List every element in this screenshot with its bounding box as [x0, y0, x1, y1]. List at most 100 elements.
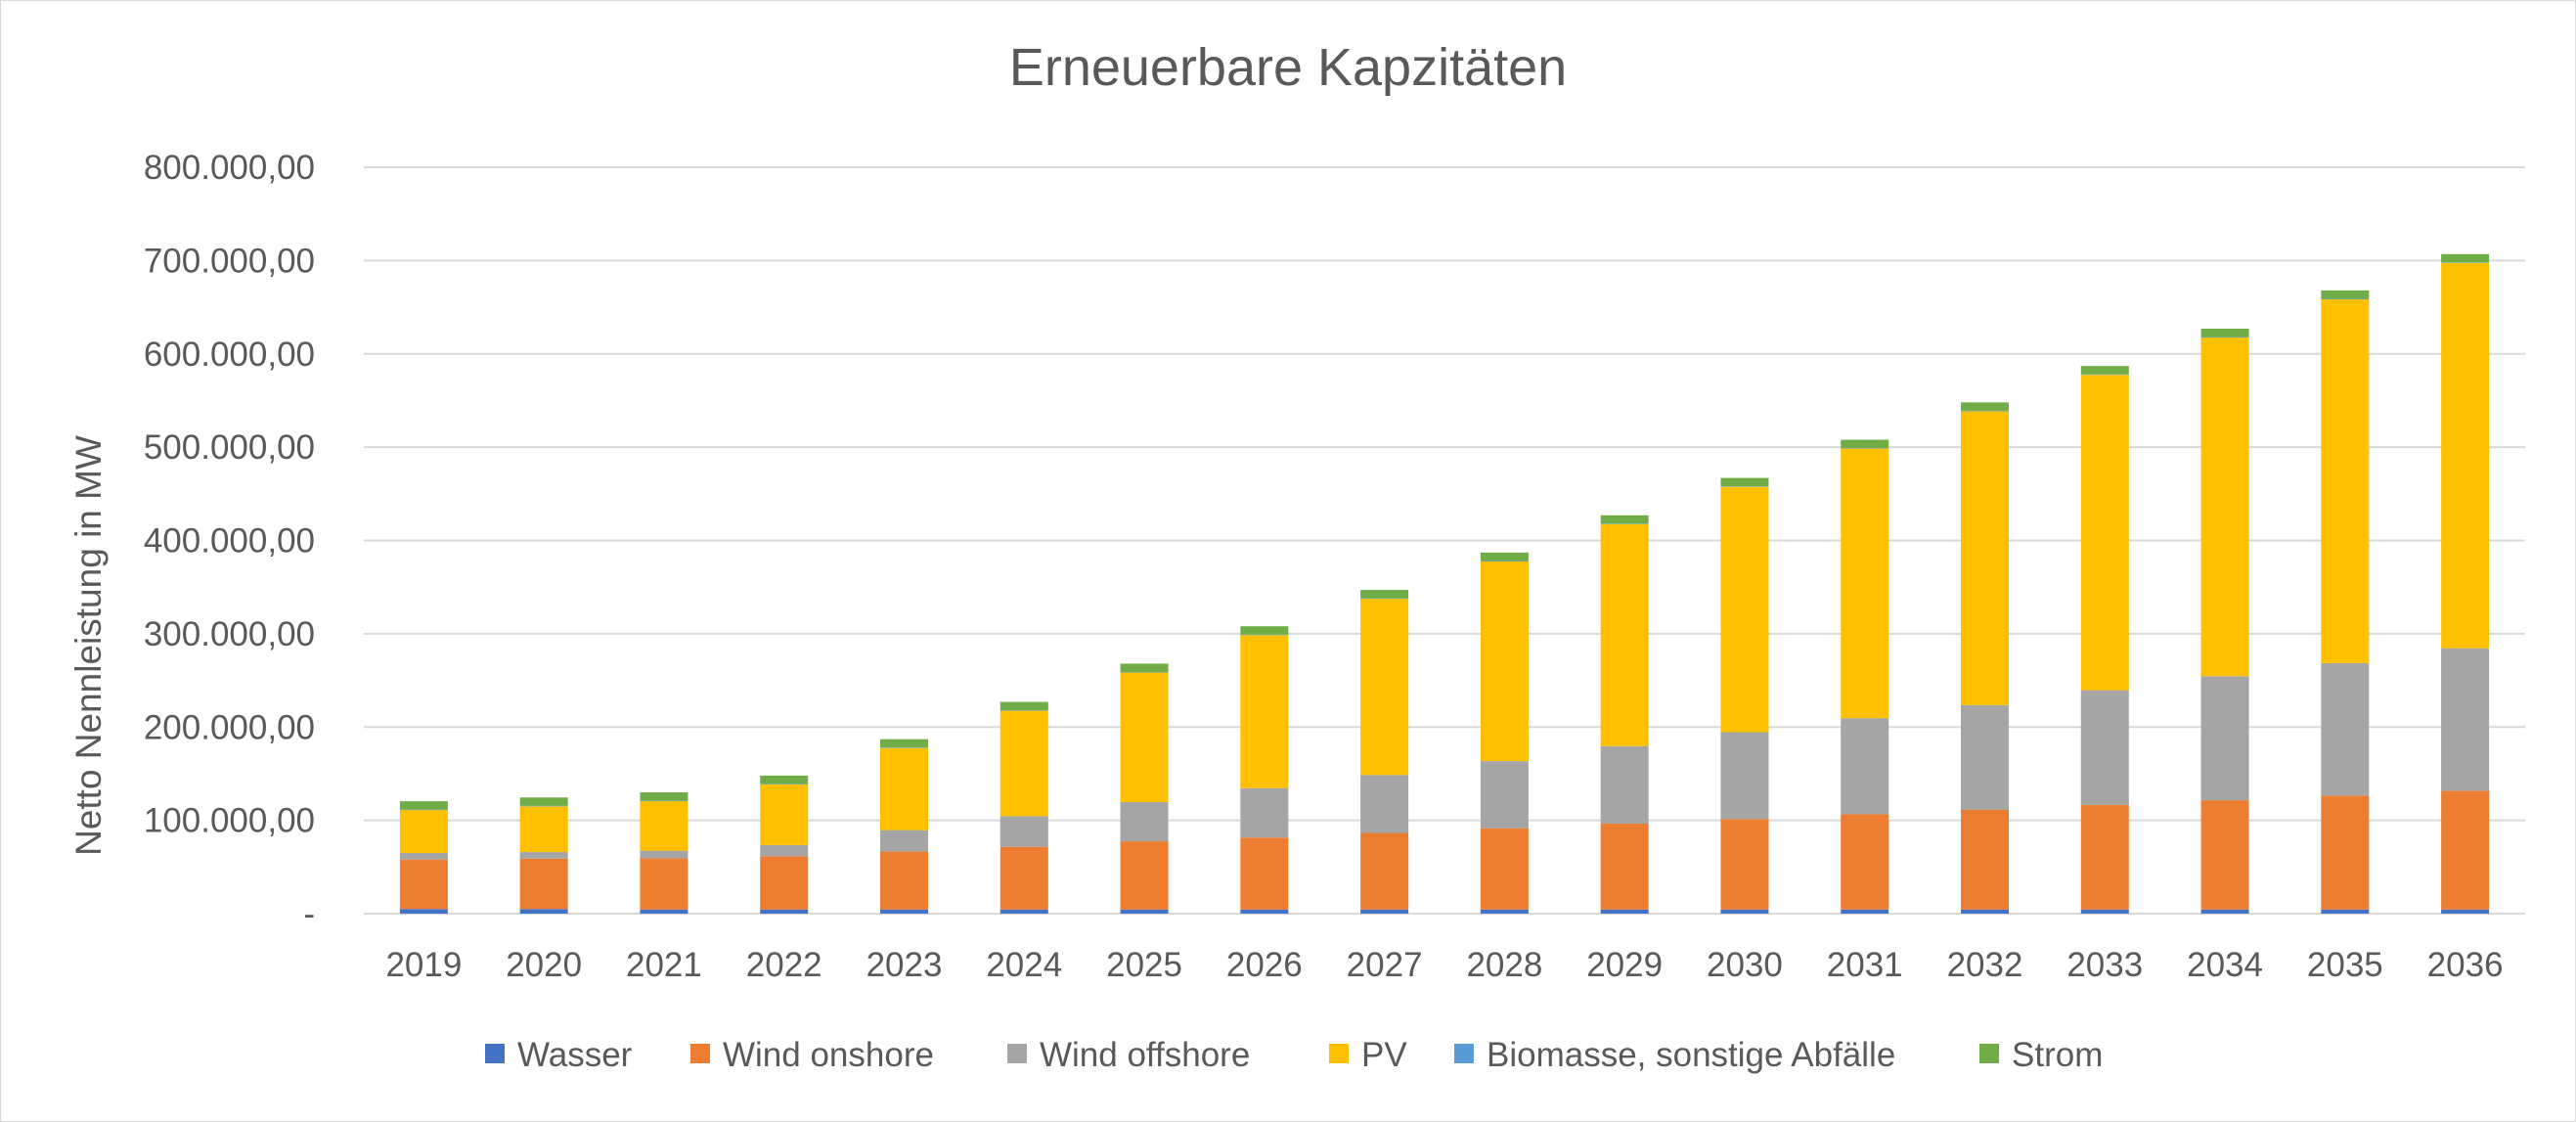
legend-label: Biomasse, sonstige Abfälle [1487, 1036, 1895, 1074]
legend-swatch [1007, 1044, 1027, 1063]
y-tick-label: 800.000,00 [144, 149, 315, 187]
legend-label: PV [1361, 1036, 1407, 1074]
bar-stack-2036 [2441, 253, 2490, 914]
bar-segment [1120, 672, 1169, 803]
bar-segment [1360, 832, 1409, 910]
x-tick-label: 2028 [1466, 946, 1542, 984]
bar-segment [1240, 626, 1289, 635]
x-tick-label: 2031 [1827, 946, 1903, 984]
legend-label: Strom [2012, 1036, 2103, 1074]
y-tick-label: 100.000,00 [144, 802, 315, 840]
bar-segment [2321, 290, 2370, 299]
y-tick-label: 400.000,00 [144, 522, 315, 561]
x-tick-label: 2035 [2307, 946, 2383, 984]
bar-stack-2034 [2200, 328, 2249, 914]
bar-segment [2200, 337, 2249, 677]
bar-segment [399, 853, 448, 860]
x-tick-label: 2027 [1347, 946, 1423, 984]
x-tick-label: 2034 [2187, 946, 2263, 984]
bar-stack-2020 [519, 797, 568, 914]
x-tick-label: 2020 [506, 946, 582, 984]
x-axis-ticks: 2019 2020 2021 2022 2023 2024 2025 2026 2027 2028… [385, 946, 2503, 984]
bar-segment [880, 747, 928, 830]
bar-segment [1480, 909, 1529, 914]
bar-segment [1841, 814, 1889, 910]
bar-segment [519, 909, 568, 914]
bar-segment [1240, 837, 1289, 910]
legend-item: Wind onshore [690, 1036, 934, 1074]
legend-label: Wasser [517, 1036, 633, 1074]
bar-segment [640, 909, 688, 914]
y-tick-label: - [303, 895, 315, 933]
bar-segment [399, 801, 448, 810]
bar-segment [399, 859, 448, 910]
bar-stack-2023 [880, 739, 928, 914]
bar-segment [2321, 795, 2370, 910]
bar-segment [2200, 328, 2249, 337]
bar-segment [1480, 552, 1529, 561]
bar-segment [1720, 486, 1769, 733]
bar-segment [880, 739, 928, 748]
bar-segment [1720, 477, 1769, 487]
bar-segment [999, 816, 1048, 847]
bar-segment [1480, 828, 1529, 910]
bar-segment [640, 792, 688, 801]
legend-swatch [690, 1044, 710, 1063]
bar-segment [1240, 787, 1289, 838]
x-tick-label: 2021 [626, 946, 702, 984]
bar-segment [2321, 662, 2370, 796]
bar-segment [1240, 635, 1289, 788]
bar-stack-2022 [760, 775, 809, 914]
x-tick-label: 2023 [866, 946, 943, 984]
bar-stack-2028 [1480, 552, 1529, 914]
legend-label: Wind onshore [723, 1036, 934, 1074]
legend-item: PV [1329, 1036, 1407, 1074]
bar-segment [1841, 909, 1889, 914]
bar-segment [999, 710, 1048, 817]
bar-segment [1600, 515, 1649, 524]
y-tick-label: 700.000,00 [144, 242, 315, 280]
bar-segment [1720, 819, 1769, 910]
x-tick-label: 2036 [2427, 946, 2504, 984]
bar-segment [760, 844, 809, 857]
bar-stack-2019 [399, 801, 448, 914]
bar-segment [1360, 909, 1409, 914]
bar-stack-2033 [2080, 366, 2129, 914]
x-tick-label: 2022 [746, 946, 822, 984]
bar-stack-2025 [1120, 663, 1169, 914]
bar-segment [519, 852, 568, 859]
bar-segment [640, 801, 688, 851]
bar-stack-2027 [1360, 590, 1409, 914]
y-tick-label: 200.000,00 [144, 708, 315, 746]
x-tick-label: 2024 [986, 946, 1062, 984]
bar-segment [2080, 690, 2129, 805]
legend-swatch [1454, 1044, 1474, 1063]
legend-swatch [1979, 1044, 1999, 1063]
bar-stack-2024 [999, 701, 1048, 914]
bar-segment [1961, 909, 2009, 914]
bar-segment [1480, 761, 1529, 829]
legend-label: Wind offshore [1040, 1036, 1250, 1074]
bar-segment [519, 858, 568, 910]
bar-segment [1600, 909, 1649, 914]
legend-item: Strom [1979, 1036, 2103, 1074]
bar-segment [1961, 704, 2009, 810]
bar-segment [2080, 375, 2129, 691]
chart-title: Erneuerbare Kapzitäten [1008, 38, 1568, 97]
y-tick-label: 300.000,00 [144, 615, 315, 653]
bar-segment [760, 784, 809, 845]
bar-stack-2032 [1961, 402, 2009, 914]
bar-segment [1120, 909, 1169, 914]
bar-segment [2080, 366, 2129, 375]
bar-segment [399, 909, 448, 914]
bar-segment [1600, 523, 1649, 746]
bar-segment [880, 851, 928, 910]
bar-segment [760, 775, 809, 785]
bar-segment [1720, 909, 1769, 914]
bar-segment [1961, 402, 2009, 411]
legend: Wasser Wind onshore Wind offshore PV Biomass… [485, 1036, 2103, 1074]
bar-segment [2321, 909, 2370, 914]
bar-segment [880, 909, 928, 914]
